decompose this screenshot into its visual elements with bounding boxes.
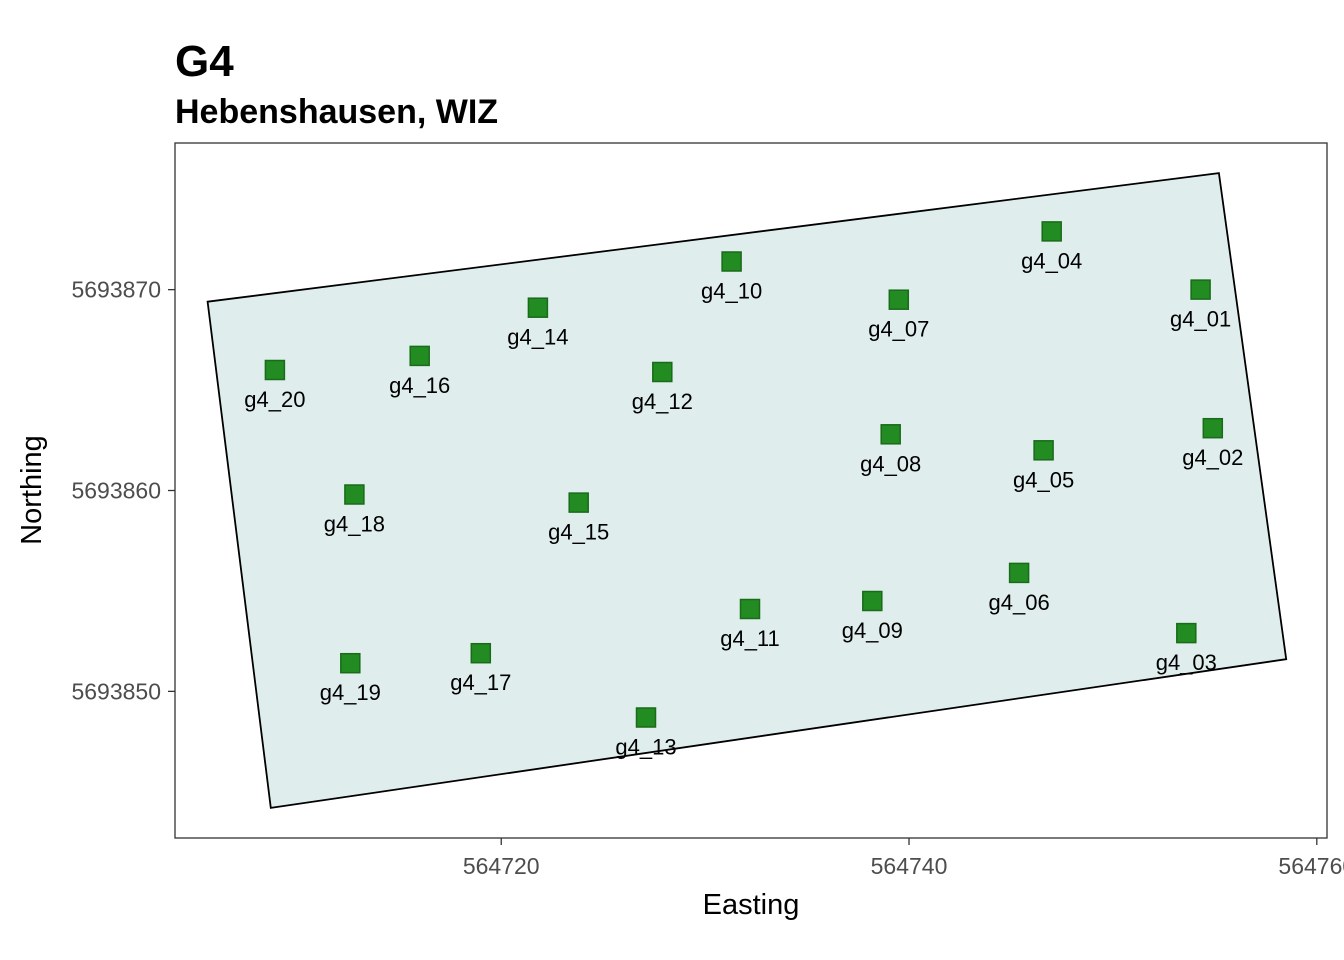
point-label-g4_18: g4_18 — [324, 512, 385, 537]
point-g4_19 — [340, 652, 361, 674]
point-label-g4_06: g4_06 — [989, 590, 1050, 615]
point-g4_07 — [888, 289, 910, 310]
point-g4_12 — [652, 361, 673, 383]
point-label-g4_03: g4_03 — [1156, 650, 1217, 675]
point-label-g4_19: g4_19 — [320, 680, 381, 705]
point-g4_01 — [1190, 279, 1211, 300]
point-g4_15 — [568, 492, 589, 513]
axis-layer: 564720 564740 564760 5693850 5693860 5693870 — [71, 277, 1344, 879]
x-tick-label: 564720 — [463, 853, 540, 879]
point-g4_04 — [1041, 221, 1062, 242]
point-g4_06 — [1008, 562, 1030, 584]
point-label-g4_11: g4_11 — [720, 626, 780, 651]
x-axis-title: Easting — [703, 889, 800, 921]
x-tick-label: 564760 — [1278, 853, 1344, 879]
point-g4_20 — [264, 359, 286, 381]
point-label-g4_13: g4_13 — [615, 735, 676, 760]
point-label-g4_02: g4_02 — [1182, 445, 1243, 470]
point-label-g4_08: g4_08 — [860, 451, 921, 476]
point-g4_03 — [1176, 622, 1197, 644]
point-label-g4_16: g4_16 — [389, 373, 450, 398]
point-label-g4_15: g4_15 — [548, 520, 609, 545]
point-g4_10 — [721, 251, 742, 272]
point-g4_09 — [862, 590, 883, 612]
point-label-g4_09: g4_09 — [842, 618, 903, 643]
point-g4_18 — [344, 484, 365, 505]
point-g4_14 — [527, 297, 549, 318]
point-label-g4_20: g4_20 — [244, 387, 305, 412]
point-label-g4_01: g4_01 — [1170, 307, 1231, 332]
y-tick-label: 5693860 — [71, 478, 161, 504]
y-axis-title: Northing — [16, 435, 48, 545]
point-g4_11 — [739, 598, 761, 620]
point-label-g4_17: g4_17 — [450, 670, 511, 695]
plot-layer: g4_01 g4_02 g4_03 g4_04 g4_05 g4_06 g4_07 g4_08… — [206, 172, 1288, 809]
chart-title: G4 — [175, 37, 234, 86]
point-label-g4_14: g4_14 — [507, 325, 568, 350]
y-tick-label: 5693850 — [71, 678, 161, 704]
point-g4_13 — [635, 707, 657, 728]
point-g4_08 — [880, 424, 901, 445]
point-g4_05 — [1033, 440, 1054, 461]
point-g4_17 — [470, 642, 492, 664]
chart-subtitle: Hebenshausen, WIZ — [175, 93, 498, 131]
point-label-g4_12: g4_12 — [632, 389, 693, 414]
point-g4_16 — [409, 345, 430, 367]
point-label-g4_10: g4_10 — [701, 279, 762, 304]
point-label-g4_07: g4_07 — [868, 317, 929, 342]
y-tick-label: 5693870 — [71, 277, 161, 303]
point-g4_02 — [1202, 417, 1224, 439]
x-tick-label: 564740 — [871, 853, 948, 879]
point-label-g4_04: g4_04 — [1021, 248, 1082, 273]
point-label-g4_05: g4_05 — [1013, 467, 1074, 492]
